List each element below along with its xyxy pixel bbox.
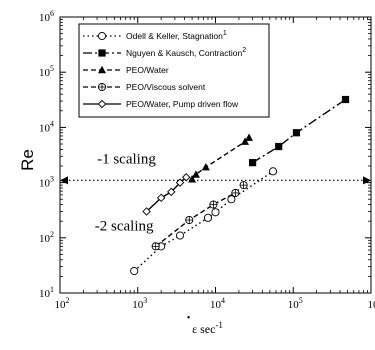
series-3: [188, 134, 253, 183]
y-tick-label: 102: [39, 230, 54, 245]
series-line: [192, 138, 249, 180]
data-point: [269, 168, 276, 175]
series-4: [152, 182, 247, 250]
marker-shape: [202, 163, 210, 170]
legend-item-4: PEO/Viscous solvent: [83, 82, 206, 92]
y-tick-label: 105: [39, 64, 54, 79]
data-point: [275, 143, 282, 150]
data-point: [202, 163, 210, 170]
data-point: [210, 201, 217, 208]
annotation-group: -1 scaling -2 scaling: [95, 152, 157, 235]
marker-shape: [275, 143, 282, 150]
legend-label: Nguyen & Kausch, Contraction2: [126, 47, 246, 58]
x-tick-label: 104: [210, 296, 225, 311]
marker-shape: [293, 129, 300, 136]
x-axis-label: ε sec-1: [192, 320, 223, 336]
marker-shape: [249, 159, 256, 166]
marker-shape: [212, 209, 219, 216]
scaling-annotation-2: -2 scaling: [95, 219, 154, 235]
marker-shape: [176, 232, 183, 239]
data-point: [249, 159, 256, 166]
x-axis-label-dot: •: [187, 313, 191, 324]
data-point: [204, 214, 211, 221]
x-tick-label: 102: [55, 296, 70, 311]
marker-shape: [342, 96, 349, 103]
legend-label: PEO/Water, Pump driven flow: [126, 99, 239, 109]
data-point: [152, 243, 159, 250]
data-point: [176, 232, 183, 239]
data-point: [293, 129, 300, 136]
series-line: [134, 171, 273, 271]
y-axis-label: Re: [18, 149, 37, 171]
data-point: [232, 189, 239, 196]
data-point: [186, 216, 193, 223]
data-point: [131, 267, 138, 274]
legend-marker: [98, 83, 105, 90]
marker-shape: [269, 168, 276, 175]
legend-marker: [98, 49, 105, 56]
series-line: [156, 185, 244, 246]
marker-shape: [204, 214, 211, 221]
marker-shape: [131, 267, 138, 274]
legend-label: PEO/Water: [126, 65, 169, 75]
legend-label: Odell & Keller, Stagnation1: [126, 30, 227, 41]
data-point: [192, 170, 200, 177]
legend: Odell & Keller, Stagnation1 Nguyen & Kaus…: [79, 24, 269, 117]
data-point: [240, 182, 247, 189]
marker-shape: [192, 170, 200, 177]
series-group: [131, 96, 350, 275]
scaling-annotation-1: -1 scaling: [97, 152, 156, 168]
y-tick-label: 101: [39, 285, 54, 300]
x-tick-label: 105: [288, 296, 303, 311]
marker-shape: [245, 134, 253, 141]
x-tick-label: 103: [132, 296, 147, 311]
y-tick-label: 104: [39, 119, 54, 134]
legend-label: PEO/Viscous solvent: [126, 82, 206, 92]
marker-shape: [98, 32, 105, 39]
y-tick-label: 103: [39, 175, 54, 190]
marker-shape: [98, 49, 105, 56]
data-point: [245, 134, 253, 141]
data-point: [342, 96, 349, 103]
y-tick-label: 106: [39, 9, 54, 24]
data-point: [212, 209, 219, 216]
x-tick-label: 10: [368, 299, 375, 311]
legend-marker: [98, 32, 105, 39]
